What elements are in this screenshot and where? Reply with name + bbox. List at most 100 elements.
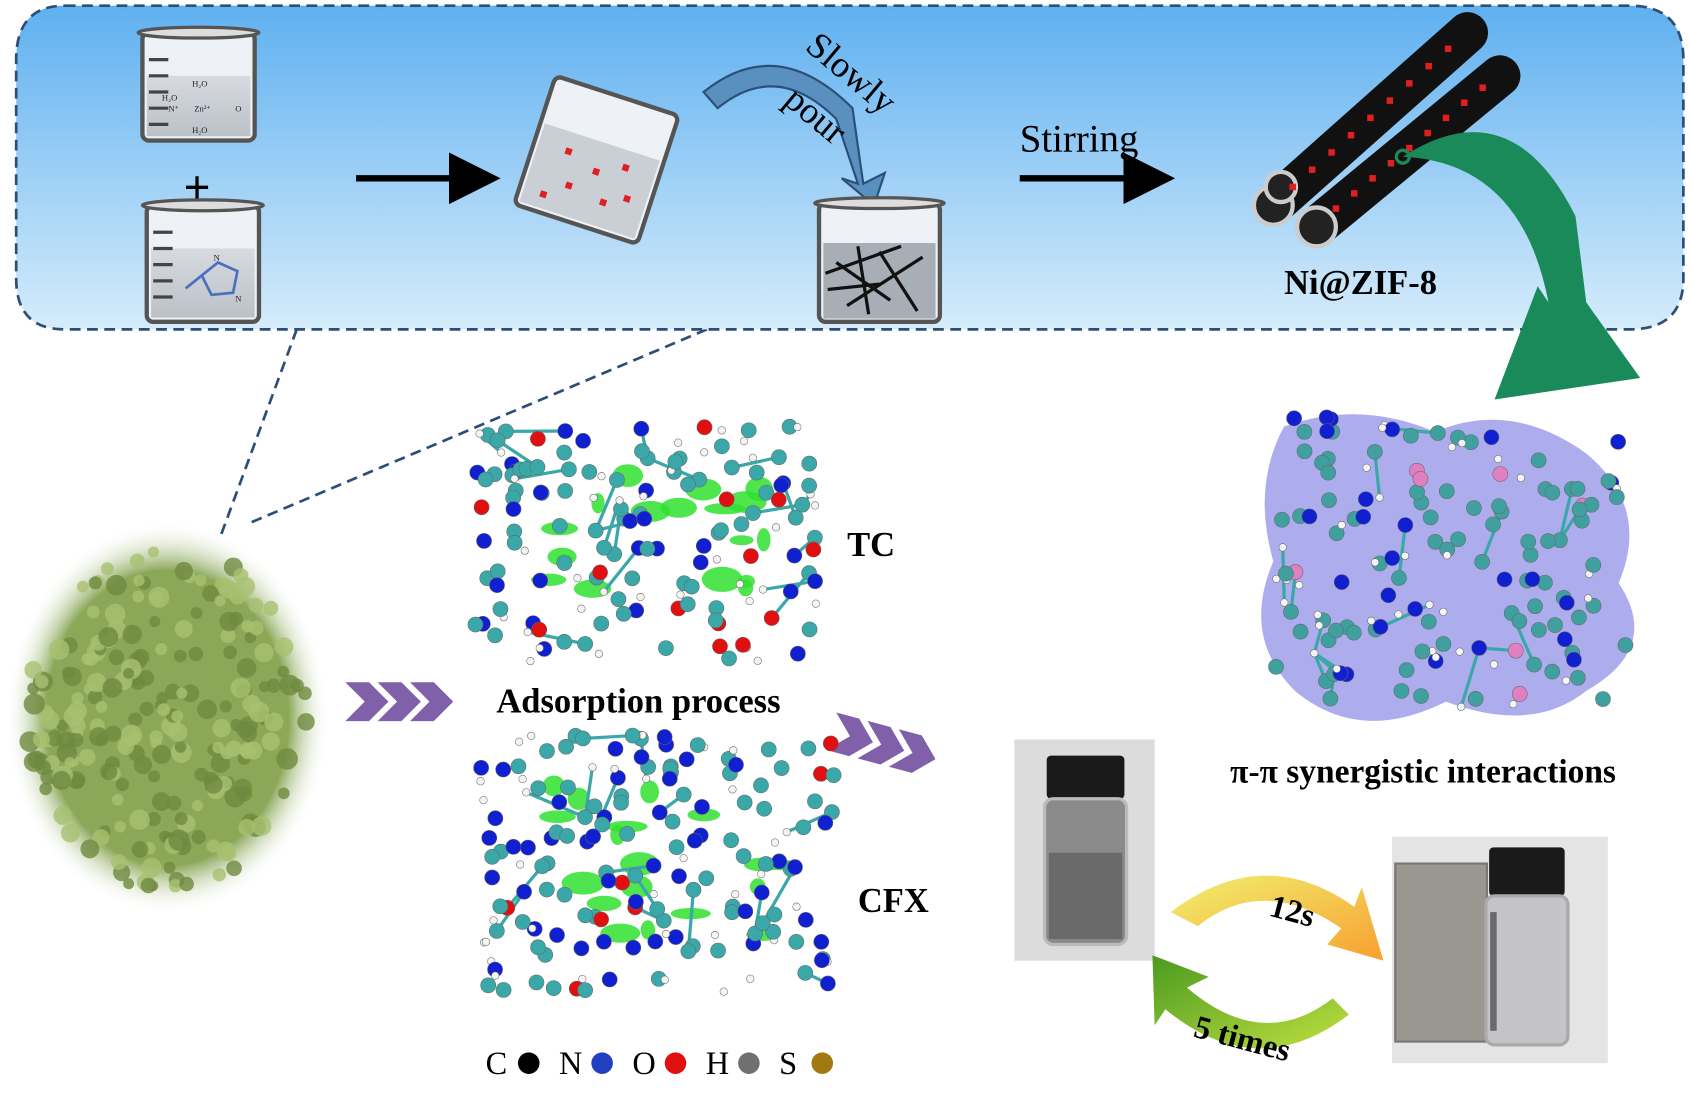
ni-zif8-tubes (1251, 12, 1521, 249)
atom (589, 493, 598, 502)
atom (773, 760, 790, 776)
atom (1296, 443, 1313, 460)
atom (593, 911, 609, 928)
atom (686, 832, 703, 849)
atom (495, 761, 512, 778)
sem-particle (179, 876, 194, 892)
panel-background (14, 4, 1685, 331)
atom (787, 509, 804, 526)
atom (723, 832, 739, 849)
atom (1608, 489, 1625, 505)
sem-particle (151, 792, 171, 811)
atom (1400, 551, 1410, 560)
sem-particle (117, 737, 135, 755)
atom (700, 448, 709, 457)
bond (602, 546, 641, 593)
atom (1355, 508, 1372, 525)
atom (624, 727, 641, 744)
tc-adsorption-model (467, 418, 823, 667)
atom (753, 656, 762, 665)
atom (497, 448, 506, 457)
bond (514, 467, 570, 481)
sem-particle (111, 794, 124, 806)
tc-label: TC (847, 526, 895, 564)
atom (1380, 587, 1397, 604)
atom (518, 775, 527, 784)
sem-particle (133, 755, 153, 775)
atom (559, 828, 576, 844)
atom (1471, 640, 1487, 656)
atom (473, 759, 489, 776)
atom (489, 916, 498, 925)
sem-particle (122, 667, 135, 679)
atom (793, 423, 802, 432)
atom (1280, 598, 1289, 607)
recycle-arrows: 12s 5 times (1152, 875, 1384, 1069)
sem-particle (77, 580, 89, 593)
atom (748, 464, 765, 481)
atom (710, 930, 720, 940)
atom (805, 541, 822, 558)
atom (790, 645, 806, 662)
atom (1295, 581, 1304, 590)
atom (1328, 622, 1344, 639)
sem-particle (168, 829, 190, 851)
water-label: H₂O (192, 125, 207, 135)
atom (505, 501, 522, 517)
sem-particle (190, 607, 203, 619)
atom (674, 438, 683, 447)
atom (787, 859, 803, 875)
atom (1296, 424, 1313, 440)
atom (1328, 525, 1345, 542)
atom (642, 774, 651, 783)
atom (807, 573, 823, 589)
atom (586, 798, 603, 815)
atom (1274, 511, 1290, 528)
sem-particle (88, 576, 102, 590)
atom (825, 767, 842, 783)
atom (649, 890, 658, 899)
chevron (857, 720, 905, 765)
legend-label: H (706, 1046, 729, 1082)
sem-particle (48, 639, 70, 660)
atom (597, 472, 606, 481)
atom (481, 830, 498, 846)
atom (622, 513, 638, 529)
bond (752, 503, 803, 515)
zoom-callout-lines (219, 328, 708, 535)
sem-particle (115, 777, 130, 792)
beaker-with-nickel-rods (813, 196, 946, 324)
sem-particle (212, 719, 231, 738)
atom (599, 587, 608, 596)
atom (1530, 452, 1547, 469)
atom (1442, 551, 1452, 560)
atom (1496, 571, 1513, 588)
sem-particle (100, 762, 118, 781)
zinc-ion-label: Zn²⁺ (194, 103, 211, 113)
atom (714, 438, 730, 455)
interaction-isosurface (539, 810, 576, 823)
atom (627, 867, 644, 884)
atom (532, 484, 549, 501)
atom (694, 799, 710, 815)
atom (1397, 517, 1414, 533)
nanoparticle-dot (1461, 99, 1468, 107)
atom (1272, 574, 1281, 583)
atom (671, 868, 687, 884)
atom (514, 914, 531, 930)
atom (1516, 473, 1525, 482)
sem-particle (171, 710, 184, 723)
imidazole-n-label: N (214, 252, 221, 262)
atom (609, 472, 625, 488)
atom (679, 596, 696, 612)
atom (480, 977, 497, 994)
atom (740, 422, 757, 439)
sem-particle (174, 619, 193, 638)
atom (556, 886, 573, 903)
atom (1557, 631, 1573, 648)
atom (556, 444, 573, 461)
sem-particle (108, 649, 125, 666)
atom (551, 518, 568, 534)
sem-particle (174, 561, 193, 581)
